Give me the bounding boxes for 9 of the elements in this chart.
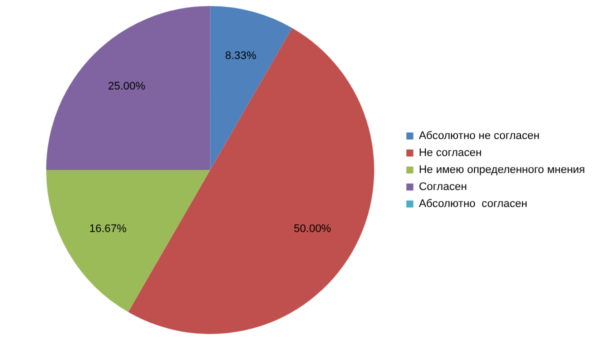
legend-label: Не согласен <box>418 147 482 160</box>
data-label: 25.00% <box>108 80 146 93</box>
legend-label: Абсолютно согласен <box>418 198 528 210</box>
legend-label: Абсолютно не согласен <box>418 130 540 142</box>
data-label: 50.00% <box>294 223 332 236</box>
data-label: 8.33% <box>225 50 257 62</box>
legend-label: Согласен <box>418 181 467 194</box>
data-label: 16.67% <box>89 223 127 236</box>
legend-label: Не имею определенного мнения <box>418 164 586 176</box>
